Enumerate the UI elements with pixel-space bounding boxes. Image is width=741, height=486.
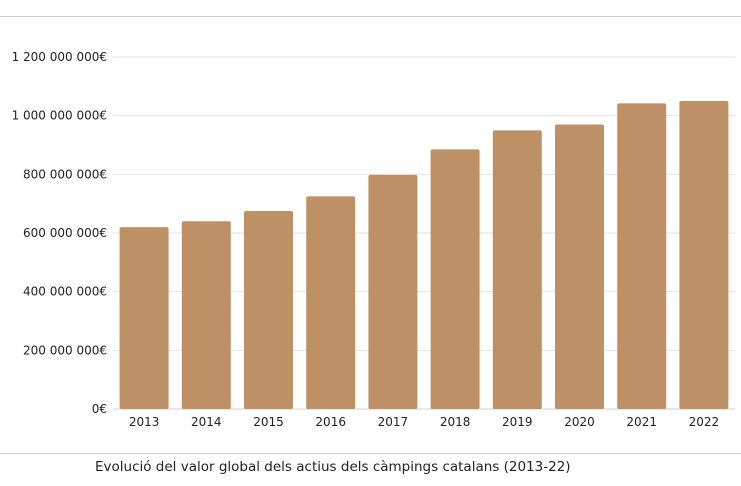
y-tick-label: 600 000 000€ bbox=[23, 226, 107, 240]
bar-2021 bbox=[617, 103, 667, 409]
bar-chart: 0€ 200 000 000€ 400 000 000€ 600 000 000€ 80… bbox=[12, 50, 735, 429]
x-tick-label: 2017 bbox=[378, 415, 409, 429]
x-tick-label: 2014 bbox=[191, 415, 222, 429]
bar-2022 bbox=[679, 101, 729, 409]
y-axis-ticks: 0€ 200 000 000€ 400 000 000€ 600 000 000€ 80… bbox=[12, 50, 107, 416]
bar-2019 bbox=[492, 130, 542, 410]
x-tick-label: 2019 bbox=[502, 415, 533, 429]
top-divider bbox=[0, 16, 741, 17]
x-tick-label: 2018 bbox=[440, 415, 471, 429]
y-tick-label: 0€ bbox=[92, 402, 107, 416]
bar-2015 bbox=[244, 211, 293, 409]
x-tick-label: 2020 bbox=[564, 415, 595, 429]
chart-caption: Evolució del valor global dels actius de… bbox=[95, 459, 571, 475]
y-tick-label: 400 000 000€ bbox=[23, 285, 107, 299]
bottom-divider bbox=[0, 453, 741, 454]
y-tick-label: 800 000 000€ bbox=[23, 167, 107, 181]
x-tick-label: 2022 bbox=[689, 415, 720, 429]
bar-2020 bbox=[555, 124, 604, 409]
bar-2014 bbox=[181, 221, 231, 409]
x-tick-label: 2015 bbox=[253, 415, 284, 429]
x-axis-ticks: 2013 2014 2015 2016 2017 2018 2019 2020 2021 2022 bbox=[129, 415, 719, 429]
x-tick-label: 2016 bbox=[315, 415, 346, 429]
bar-2013 bbox=[119, 227, 169, 409]
bar-2017 bbox=[368, 174, 418, 409]
x-tick-label: 2013 bbox=[129, 415, 160, 429]
y-tick-label: 1 000 000 000€ bbox=[12, 109, 107, 123]
y-tick-label: 1 200 000 000€ bbox=[12, 50, 107, 64]
bars bbox=[119, 101, 729, 410]
x-tick-label: 2021 bbox=[626, 415, 657, 429]
bar-2016 bbox=[306, 196, 356, 409]
y-tick-label: 200 000 000€ bbox=[23, 343, 107, 357]
bar-2018 bbox=[430, 149, 480, 409]
